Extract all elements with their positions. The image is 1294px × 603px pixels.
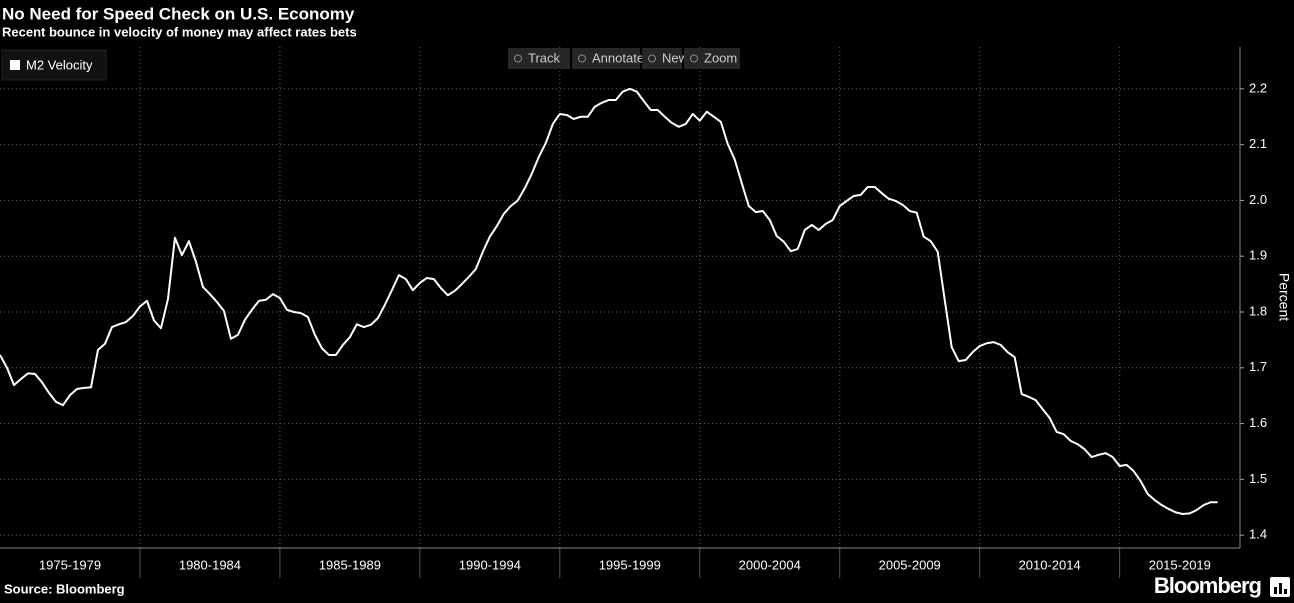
chart-subtitle: Recent bounce in velocity of money may a… — [2, 24, 357, 39]
x-tick-label: 2000-2004 — [739, 557, 801, 572]
toolbar: Track Annotate News Zoom — [508, 48, 740, 69]
legend-label: M2 Velocity — [26, 57, 93, 72]
button-bg — [684, 48, 740, 69]
button-bg — [642, 48, 682, 69]
button-icon — [514, 54, 522, 63]
x-tick-label: 2010-2014 — [1019, 557, 1081, 572]
button-bg — [508, 48, 570, 69]
y-tick-label: 2.0 — [1249, 192, 1267, 207]
toolbar-button[interactable]: Zoom — [684, 48, 740, 69]
y-tick-label: 1.6 — [1249, 415, 1267, 430]
button-icon — [578, 54, 586, 63]
x-tick-label: 1995-1999 — [599, 557, 661, 572]
y-tick-label: 1.9 — [1249, 248, 1267, 263]
chart-title: No Need for Speed Check on U.S. Economy — [2, 4, 355, 23]
y-axis-label: Percent — [1276, 273, 1292, 321]
data-line — [0, 87, 1218, 515]
y-tick-label: 1.5 — [1249, 471, 1267, 486]
x-tick-label: 2015-2019 — [1149, 557, 1211, 572]
x-tick-label: 1985-1989 — [319, 557, 381, 572]
button-icon — [690, 54, 698, 63]
button-label[interactable]: Zoom — [704, 50, 737, 65]
x-tick-label: 2005-2009 — [879, 557, 941, 572]
y-tick-label: 1.8 — [1249, 303, 1267, 318]
x-tick-label: 1975-1979 — [39, 557, 101, 572]
y-tick-label: 2.2 — [1249, 80, 1267, 95]
legend: M2 Velocity — [1, 49, 107, 81]
button-label[interactable]: Track — [528, 50, 561, 65]
y-tick-label: 2.1 — [1249, 136, 1267, 151]
x-tick-label: 1990-1994 — [459, 557, 521, 572]
y-tick-label: 1.4 — [1249, 527, 1267, 542]
brand: Bloomberg — [1154, 573, 1261, 598]
button-label[interactable]: Annotate — [592, 50, 644, 65]
legend-swatch — [10, 60, 20, 70]
button-icon — [648, 54, 656, 63]
button-bg — [572, 48, 640, 69]
source: Source: Bloomberg — [4, 581, 125, 596]
x-tick-label: 1980-1984 — [179, 557, 241, 572]
y-tick-label: 1.7 — [1249, 359, 1267, 374]
brand-icon — [1270, 577, 1290, 597]
toolbar-button[interactable]: Annotate — [572, 48, 644, 69]
toolbar-button[interactable]: Track — [508, 48, 570, 69]
